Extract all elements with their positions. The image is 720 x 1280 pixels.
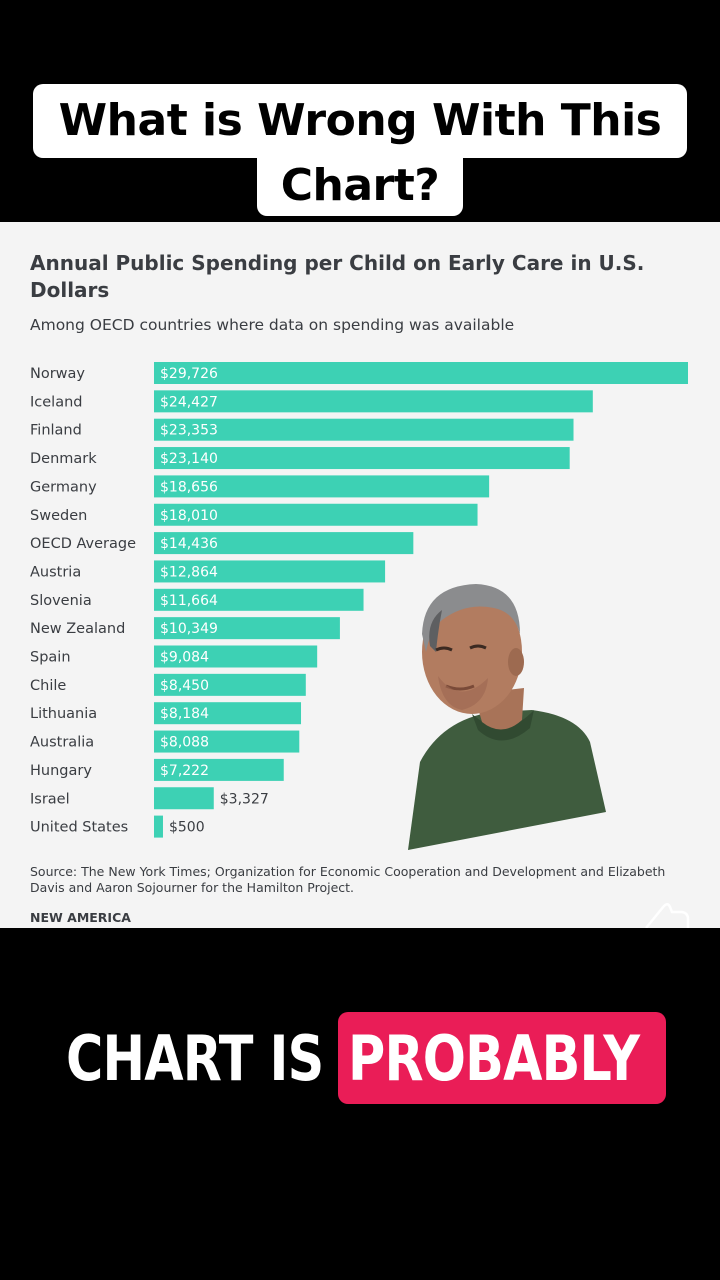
bar-denmark [154,447,570,470]
chart-card: Annual Public Spending per Child on Earl… [0,222,720,928]
bar-israel [154,787,214,810]
caption-plain-text: CHART IS [66,1022,324,1095]
bar-chile [154,673,306,696]
category-label-hungary: Hungary [30,763,92,779]
presenter-video-overlay [408,584,606,850]
category-label-finland: Finland [30,423,82,439]
value-label-denmark: $23,140 [160,451,218,467]
caption-title-line2: Chart? [256,156,464,216]
value-label-norway: $29,726 [160,366,218,382]
bar-finland [154,418,574,441]
category-label-chile: Chile [30,678,66,694]
caption-title-line1: What is Wrong With This [32,84,688,158]
category-label-sweden: Sweden [30,508,87,524]
value-label-new-zealand: $10,349 [160,621,218,637]
category-label-denmark: Denmark [30,451,97,467]
value-label-sweden: $18,010 [160,508,218,524]
value-label-iceland: $24,427 [160,394,218,410]
value-label-germany: $18,656 [160,479,218,495]
value-label-australia: $8,088 [160,735,209,751]
bar-iceland [154,390,593,413]
value-label-united-states: $500 [169,820,205,836]
chart-source: Source: The New York Times; Organization… [30,864,666,895]
bar-new-zealand [154,617,340,640]
bar-germany [154,475,490,498]
category-label-oecd-average: OECD Average [30,536,136,552]
category-label-australia: Australia [30,735,94,751]
bar-norway [154,362,688,384]
value-label-lithuania: $8,184 [160,706,209,722]
value-label-slovenia: $11,664 [160,593,218,609]
value-label-finland: $23,353 [160,423,218,439]
hand-pointer-icon [645,903,690,928]
value-label-chile: $8,450 [160,678,209,694]
category-label-germany: Germany [30,479,97,495]
bar-united-states [154,815,163,838]
value-label-spain: $9,084 [160,650,209,666]
top-caption: What is Wrong With This Chart? [0,84,720,216]
bar-australia [154,730,300,753]
bar-lithuania [154,702,302,725]
category-label-austria: Austria [30,564,81,580]
bar-oecd-average [154,532,414,555]
value-label-israel: $3,327 [220,791,269,807]
bar-spain [154,645,318,668]
category-label-spain: Spain [30,650,71,666]
category-label-slovenia: Slovenia [30,593,92,609]
category-label-norway: Norway [30,366,85,382]
value-label-austria: $12,864 [160,564,218,580]
brand-label: NEW AMERICA [30,910,131,925]
bar-hungary [154,758,284,781]
category-label-lithuania: Lithuania [30,706,97,722]
category-label-new-zealand: New Zealand [30,621,125,637]
chart-title: Annual Public Spending per Child on Earl… [30,251,645,302]
category-label-iceland: Iceland [30,394,82,410]
value-label-oecd-average: $14,436 [160,536,218,552]
bar-slovenia [154,588,364,611]
caption-highlight-box: PROBABLY [338,1012,666,1104]
value-label-hungary: $7,222 [160,763,209,779]
bar-sweden [154,503,478,526]
category-label-israel: Israel [30,791,70,807]
bar-chart: Norway $29,726 Iceland $24,427 Finland $23,35… [30,362,688,838]
bar-austria [154,560,386,583]
caption-highlight-text: PROBABLY [348,1022,640,1095]
category-label-united-states: United States [30,820,128,836]
chart-subtitle: Among OECD countries where data on spend… [30,316,515,334]
